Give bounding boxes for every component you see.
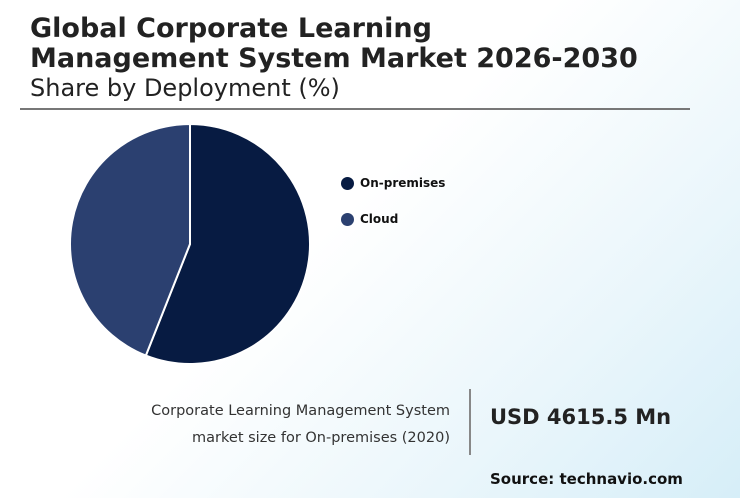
legend-item-cloud: Cloud	[341, 210, 445, 228]
legend: On-premises Cloud	[341, 174, 445, 246]
title-divider	[20, 108, 690, 110]
pie-slice-on-premises	[144, 122, 311, 365]
source-credit: Source: technavio.com	[490, 470, 683, 488]
market-size-value: USD 4615.5 Mn	[490, 405, 672, 429]
title-line-1: Global Corporate Learning	[30, 13, 432, 44]
pie-slice-cloud	[69, 122, 191, 357]
description-line-2: market size for On-premises (2020)	[192, 430, 450, 446]
legend-swatch-cloud	[341, 212, 354, 226]
description-line-1: Corporate Learning Management System	[151, 403, 450, 419]
title-line-2: Management System Market 2026-2030	[30, 43, 638, 74]
legend-label-cloud: Cloud	[360, 212, 399, 226]
legend-label-on-premises: On-premises	[360, 176, 446, 190]
pie-chart	[69, 122, 311, 365]
chart-subtitle: Share by Deployment (%)	[30, 74, 340, 102]
market-size-description: Corporate Learning Management System mar…	[30, 398, 450, 452]
legend-swatch-on-premises	[341, 176, 354, 190]
chart-title: Global Corporate Learning Management Sys…	[30, 14, 720, 74]
legend-item-on-premises: On-premises	[341, 174, 445, 192]
value-divider	[469, 389, 471, 455]
